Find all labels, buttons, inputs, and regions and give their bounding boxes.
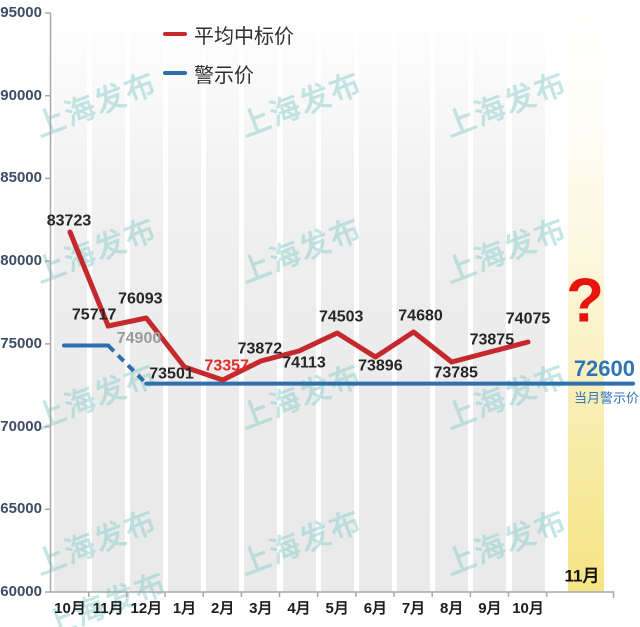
current-warning-price-caption: 当月警示价 [573, 390, 639, 406]
data-point-label: 75717 [71, 306, 117, 324]
x-tick-label: 10月 [54, 600, 86, 617]
y-tick-label: 95000 [0, 4, 42, 21]
x-tick-label: 7月 [401, 600, 426, 617]
month-band [320, 13, 354, 592]
x-axis-ticks [87, 592, 548, 597]
data-point-label: 74503 [318, 308, 364, 326]
month-band [435, 13, 469, 592]
initial-warning-price-label: 74900 [116, 330, 162, 347]
y-tick-label: 65000 [0, 500, 42, 518]
data-point-label: 73501 [149, 365, 194, 383]
month-band [358, 13, 392, 592]
x-tick-label: 12月 [130, 600, 163, 617]
warning-price-line-swatch [163, 71, 187, 75]
avg-price-line-swatch [163, 32, 187, 36]
data-point-label: 73875 [469, 331, 515, 349]
data-point-label: 74075 [505, 310, 551, 328]
month-band [53, 13, 87, 592]
data-point-label: 83723 [46, 212, 92, 230]
month-band [511, 13, 545, 592]
data-point-label: 74113 [282, 354, 326, 372]
data-point-label: 76093 [118, 290, 163, 308]
month-band [206, 13, 240, 592]
y-axis-ticks [45, 12, 51, 593]
x-tick-label: 11月 [92, 600, 124, 617]
y-tick-label: 90000 [0, 86, 42, 104]
avg-price-line [67, 229, 531, 383]
x-tick-label: 10月 [512, 600, 544, 617]
month-band [168, 13, 201, 592]
axis-lines [49, 13, 615, 598]
y-tick-label: 70000 [0, 417, 42, 435]
legend-label-avg-price: 平均中标价 [194, 25, 294, 48]
month-band [397, 13, 431, 592]
legend-item-avg-price: 平均中标价 [163, 21, 294, 48]
legend: 平均中标价 警示价 [163, 21, 294, 99]
next-month-label: 11月 [564, 566, 600, 586]
x-tick-label: 6月 [363, 600, 388, 617]
month-band [473, 13, 507, 592]
x-tick-label: 2月 [211, 600, 235, 617]
x-tick-label: 4月 [287, 600, 311, 617]
y-tick-label: 60000 [0, 583, 42, 600]
month-band [244, 13, 278, 592]
x-tick-label: 8月 [440, 600, 464, 617]
legend-item-warning-price: 警示价 [163, 60, 294, 87]
x-tick-label: 9月 [478, 600, 502, 617]
month-band [129, 13, 163, 592]
data-point-label: 73357 [204, 357, 249, 375]
data-point-label: 73896 [358, 357, 403, 375]
month-band [282, 13, 316, 592]
x-tick-label: 5月 [325, 600, 349, 617]
data-point-label: 74680 [398, 307, 443, 325]
y-tick-label: 75000 [0, 334, 42, 352]
y-tick-label: 80000 [0, 252, 42, 270]
data-point-label: 73872 [237, 340, 283, 358]
warning-price-drop-dashed [106, 344, 148, 386]
future-month-highlight-band [568, 13, 604, 592]
x-tick-label: 1月 [172, 600, 197, 617]
data-point-label: 73785 [433, 364, 478, 382]
current-warning-price-value: 72600 [573, 356, 635, 381]
unknown-next-value-question-mark: ? [566, 266, 604, 336]
x-tick-label: 3月 [249, 600, 273, 617]
y-tick-label: 85000 [0, 169, 42, 187]
legend-label-warning-price: 警示价 [194, 64, 254, 87]
